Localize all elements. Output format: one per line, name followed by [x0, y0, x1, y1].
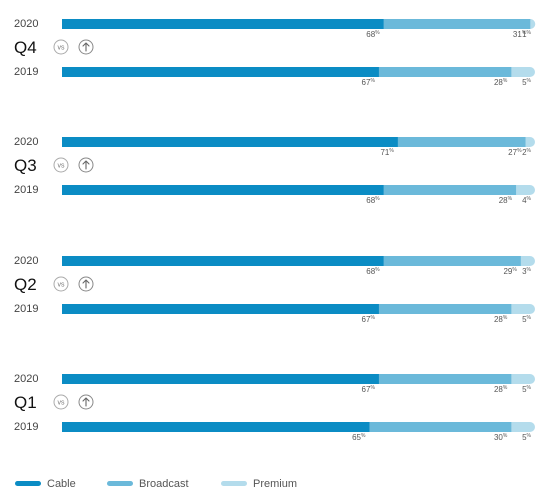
- group-q4-vs-badge: [53, 39, 69, 55]
- group-q2-2019-broadcast-value-label: 28%: [494, 315, 508, 324]
- group-q1-2020-cable-value-label: 67%: [362, 385, 376, 394]
- group-q1-2020-year-label: 2020: [14, 373, 38, 385]
- group-q3-quarter-label: Q3: [14, 156, 37, 175]
- group-q1-arrow-up-icon: [78, 394, 94, 410]
- group-q2-arrow-up-icon: [78, 276, 94, 292]
- group-q3-vs-badge: [53, 157, 69, 173]
- legend-swatch-premium: [221, 481, 247, 486]
- group-q4-2019-year-label: 2019: [14, 66, 38, 78]
- group-q1-2020-cable-bar: [62, 374, 380, 384]
- group-q3-2020-broadcast-bar: [397, 137, 526, 147]
- group-q3-2020-cable-value-label: 71%: [380, 148, 394, 157]
- group-q1-2019-premium-value-label: 5%: [522, 433, 531, 442]
- group-q2-2019-cable-value-label: 67%: [362, 315, 376, 324]
- group-q3-2019-broadcast-value-label: 28%: [499, 196, 513, 205]
- group-q2-quarter-label: Q2: [14, 275, 37, 294]
- group-q2-2020-premium-bar: [520, 256, 535, 266]
- group-q4-2019-premium-bar: [511, 67, 535, 77]
- group-q3-2019-year-label: 2019: [14, 184, 38, 196]
- group-q1-2020-broadcast-value-label: 28%: [494, 385, 508, 394]
- group-q3-2019-premium-value-label: 4%: [522, 196, 531, 205]
- group-q1-arrow-up-glyph: [82, 397, 90, 407]
- group-q3-2020-year-label: 2020: [14, 136, 38, 148]
- group-q2-vs-badge: [53, 276, 69, 292]
- group-q2-2019-cable-bar: [62, 304, 380, 314]
- group-q4-2019-broadcast-bar: [378, 67, 512, 77]
- group-q3-2020-premium-bar: [525, 137, 535, 147]
- legend-label-premium: Premium: [253, 478, 297, 490]
- group-q2-arrow-up-glyph: [82, 279, 90, 289]
- legend-swatch-broadcast: [107, 481, 133, 486]
- group-q1-2019-year-label: 2019: [14, 421, 38, 433]
- group-q1-2020-premium-value-label: 5%: [522, 385, 531, 394]
- group-q3-2020-broadcast-value-label: 27%: [508, 148, 522, 157]
- group-q1-2020-premium-bar: [511, 374, 535, 384]
- group-q4-2019-premium-value-label: 5%: [522, 78, 531, 87]
- group-q1-vs-label: vs: [58, 400, 66, 407]
- group-q1-quarter-label: Q1: [14, 393, 37, 412]
- group-q1-2019-cable-value-label: 65%: [352, 433, 366, 442]
- group-q1-2019-broadcast-bar: [369, 422, 512, 432]
- group-q4-2020-broadcast-bar: [383, 19, 531, 29]
- group-q4-2020-cable-bar: [62, 19, 384, 29]
- group-q4-2019-cable-bar: [62, 67, 380, 77]
- group-q4-quarter-label: Q4: [14, 38, 37, 57]
- group-q2-2020-broadcast-bar: [383, 256, 522, 266]
- legend-swatch-cable: [15, 481, 41, 486]
- group-q2-2020-cable-bar: [62, 256, 384, 266]
- group-q4-2020-premium-bar: [530, 19, 536, 29]
- group-q4-2020-premium-value-label: 1%: [522, 30, 531, 39]
- group-q1-vs-badge: [53, 394, 69, 410]
- group-q2-2020-premium-value-label: 3%: [522, 267, 531, 276]
- group-q2-2019-premium-value-label: 5%: [522, 315, 531, 324]
- group-q2-2019-premium-bar: [511, 304, 535, 314]
- group-q1-2019-cable-bar: [62, 422, 370, 432]
- group-q3-2020-premium-value-label: 2%: [522, 148, 531, 157]
- group-q4-2020-year-label: 2020: [14, 18, 38, 30]
- group-q2-2019-broadcast-bar: [378, 304, 512, 314]
- group-q3-arrow-up-icon: [78, 157, 94, 173]
- group-q2-2020-year-label: 2020: [14, 255, 38, 267]
- group-q4-vs-label: vs: [58, 45, 66, 52]
- group-q1-2020-broadcast-bar: [378, 374, 512, 384]
- group-q4-2020-cable-value-label: 68%: [366, 30, 380, 39]
- legend-label-cable: Cable: [47, 478, 76, 490]
- group-q4-arrow-up-icon: [78, 39, 94, 55]
- group-q3-arrow-up-glyph: [82, 160, 90, 170]
- legend-label-broadcast: Broadcast: [139, 478, 189, 490]
- group-q2-2019-year-label: 2019: [14, 303, 38, 315]
- group-q4-2019-broadcast-value-label: 28%: [494, 78, 508, 87]
- group-q3-2020-cable-bar: [62, 137, 399, 147]
- group-q3-2019-cable-bar: [62, 185, 384, 195]
- group-q1-2019-broadcast-value-label: 30%: [494, 433, 508, 442]
- group-q2-2020-cable-value-label: 68%: [366, 267, 380, 276]
- group-q3-2019-cable-value-label: 68%: [366, 196, 380, 205]
- group-q4-2020-broadcast-value-label: 31%: [513, 30, 527, 39]
- group-q3-2019-premium-bar: [516, 185, 535, 195]
- group-q2-vs-label: vs: [58, 282, 66, 289]
- group-q3-vs-label: vs: [58, 163, 66, 170]
- group-q1-2019-premium-bar: [511, 422, 535, 432]
- group-q2-2020-broadcast-value-label: 29%: [503, 267, 517, 276]
- group-q3-2019-broadcast-bar: [383, 185, 517, 195]
- group-q4-2019-cable-value-label: 67%: [362, 78, 376, 87]
- group-q4-arrow-up-glyph: [82, 42, 90, 52]
